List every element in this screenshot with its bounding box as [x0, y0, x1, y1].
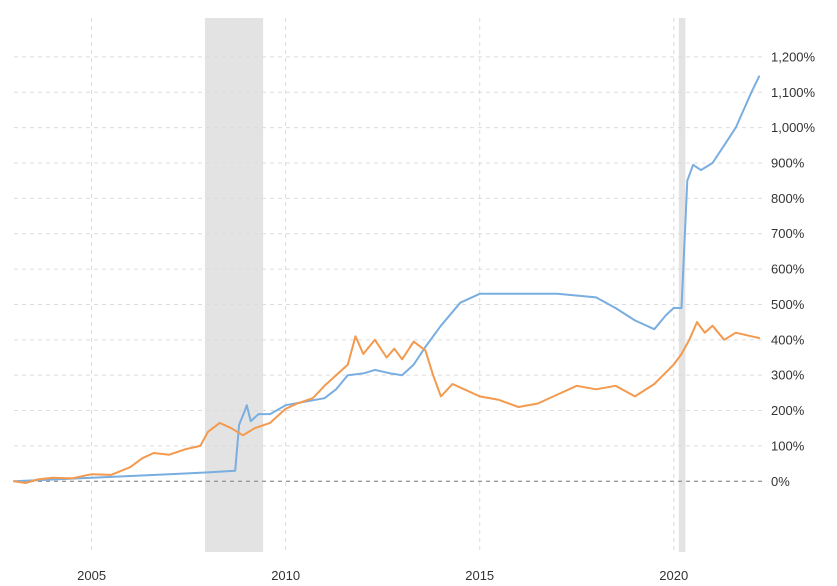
recession-bands	[204, 18, 686, 552]
x-tick-label: 2015	[465, 568, 494, 583]
y-tick-label: 500%	[771, 297, 805, 312]
y-tick-label: 0%	[771, 474, 790, 489]
x-axis-ticks: 2005 2010 2015 2020	[77, 568, 688, 583]
y-tick-label: 300%	[771, 368, 805, 383]
y-tick-label: 200%	[771, 403, 805, 418]
series-lines	[13, 75, 761, 484]
series-line-2	[13, 321, 761, 484]
y-tick-label: 100%	[771, 438, 805, 453]
x-tick-label: 2005	[77, 568, 106, 583]
y-tick-label: 800%	[771, 191, 805, 206]
y-tick-label: 1,200%	[771, 49, 816, 64]
y-tick-label: 600%	[771, 262, 805, 277]
gridlines	[14, 18, 763, 552]
y-tick-label: 900%	[771, 155, 805, 170]
recession-band	[204, 18, 264, 552]
series-line-1	[13, 75, 761, 483]
y-tick-label: 1,000%	[771, 120, 816, 135]
y-tick-label: 700%	[771, 226, 805, 241]
y-tick-label: 400%	[771, 332, 805, 347]
y-tick-label: 1,100%	[771, 85, 816, 100]
x-tick-label: 2010	[271, 568, 300, 583]
x-tick-label: 2020	[659, 568, 688, 583]
y-axis-ticks: 0% 100% 200% 300% 400% 500% 600% 700% 800% 900% 1,…	[771, 49, 816, 488]
